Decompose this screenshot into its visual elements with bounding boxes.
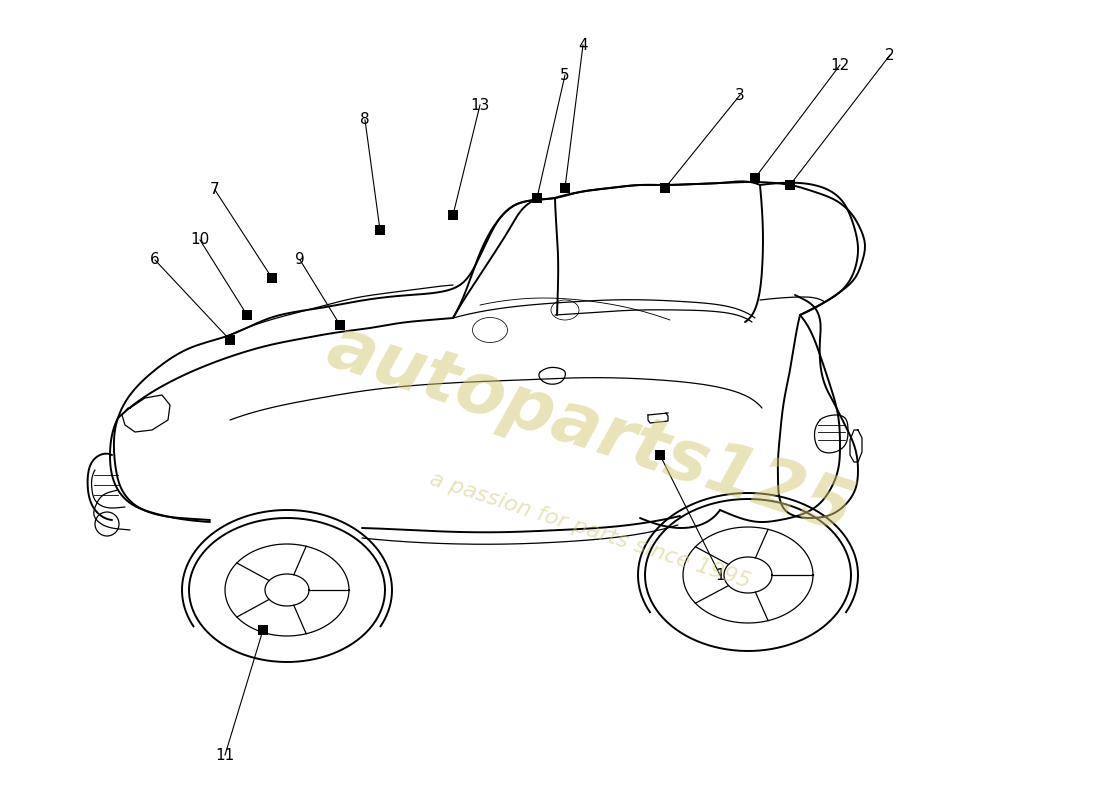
Text: 7: 7 — [210, 182, 220, 198]
Text: autoparts125: autoparts125 — [319, 313, 861, 547]
Text: 10: 10 — [190, 233, 210, 247]
Text: 3: 3 — [735, 87, 745, 102]
Text: 12: 12 — [830, 58, 849, 73]
Text: 8: 8 — [360, 113, 370, 127]
Text: 1: 1 — [715, 567, 725, 582]
Text: a passion for parts since 1995: a passion for parts since 1995 — [427, 469, 754, 591]
Text: 11: 11 — [216, 747, 234, 762]
Text: 9: 9 — [295, 253, 305, 267]
Text: 6: 6 — [150, 253, 160, 267]
Text: 5: 5 — [560, 67, 570, 82]
Text: 2: 2 — [886, 47, 894, 62]
Text: 13: 13 — [471, 98, 490, 113]
Text: 4: 4 — [579, 38, 587, 53]
